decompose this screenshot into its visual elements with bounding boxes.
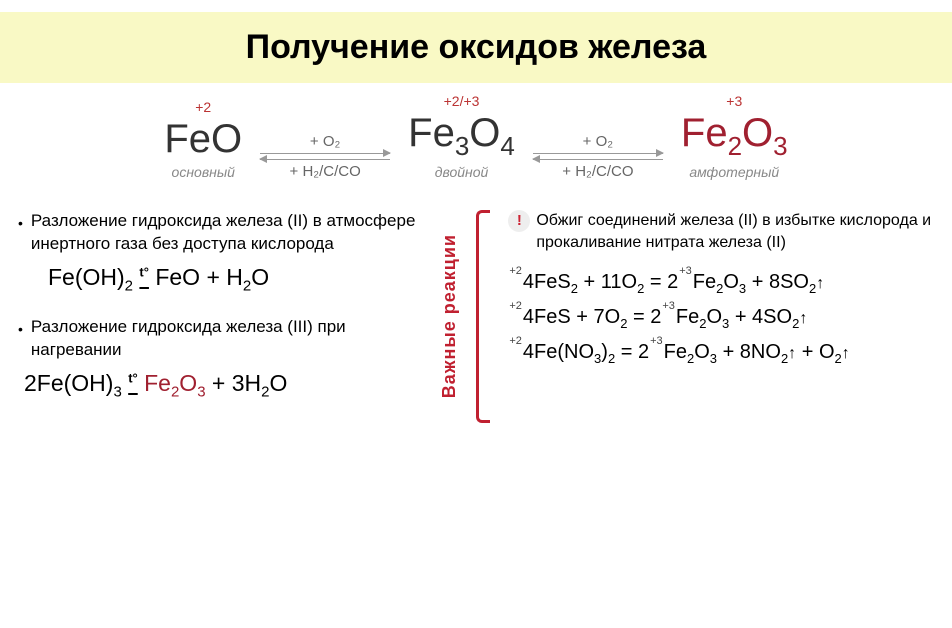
equation-1: Fe(OH)2 t° FeO + H2O — [48, 264, 423, 295]
arrows-2: + O₂ + H₂/C/CO — [523, 133, 673, 180]
reagent-forward: + O₂ — [583, 133, 613, 150]
reaction-2: +24FeS + 7O2 = 2+3Fe2O3 + 4SO2↑ — [508, 306, 934, 331]
bullet-icon: • — [18, 214, 23, 256]
lower-section: • Разложение гидроксида железа (II) в ат… — [0, 210, 952, 423]
arrow-left-icon — [533, 159, 663, 160]
left-column: • Разложение гидроксида железа (II) в ат… — [18, 210, 423, 423]
arrow-right-icon — [533, 153, 663, 154]
right-column: ! Обжиг соединений железа (II) в избытке… — [508, 210, 934, 423]
bullet-1: • Разложение гидроксида железа (II) в ат… — [18, 210, 423, 256]
reagent-back: + H₂/C/CO — [290, 163, 361, 180]
reagent-back: + H₂/C/CO — [562, 163, 633, 180]
reagent-forward: + O₂ — [310, 133, 340, 150]
bullet-2: • Разложение гидроксида железа (III) при… — [18, 316, 423, 362]
page-title: Получение оксидов железа — [0, 28, 952, 67]
bullet-icon: • — [18, 320, 23, 362]
formula: FeO — [164, 117, 242, 162]
arrow-right-icon — [260, 153, 390, 154]
oxidation-state: +2 — [195, 99, 211, 115]
oxidation-state: +3 — [726, 93, 742, 109]
oxide-scheme: +2 FeO основный + O₂ + H₂/C/CO +2/+3 Fe3… — [0, 111, 952, 180]
bullet-text: Разложение гидроксида железа (III) при н… — [31, 316, 423, 362]
arrow-left-icon — [260, 159, 390, 160]
intro-text: Обжиг соединений железа (II) в избытке к… — [536, 210, 934, 253]
vertical-label: Важные реакции — [439, 234, 460, 398]
arrows-1: + O₂ + H₂/C/CO — [250, 133, 400, 180]
title-band: Получение оксидов железа — [0, 12, 952, 83]
oxide-fe2o3: +3 Fe2O3 амфотерный — [681, 111, 788, 180]
bullet-text: Разложение гидроксида железа (II) в атмо… — [31, 210, 423, 256]
equation-2: 2Fe(OH)3 t° Fe2O3 + 3H2O — [24, 370, 423, 401]
oxide-type: амфотерный — [681, 164, 788, 180]
reaction-3: +24Fe(NO3)2 = 2+3Fe2O3 + 8NO2↑ + O2↑ — [508, 341, 934, 366]
formula: Fe3O4 — [408, 111, 515, 162]
exclamation-icon: ! — [508, 210, 530, 232]
oxide-feo: +2 FeO основный — [164, 117, 242, 180]
right-intro: ! Обжиг соединений железа (II) в избытке… — [508, 210, 934, 253]
bracket-icon — [476, 210, 490, 423]
formula: Fe2O3 — [681, 111, 788, 162]
oxide-type: двойной — [408, 164, 515, 180]
oxide-fe3o4: +2/+3 Fe3O4 двойной — [408, 111, 515, 180]
oxidation-state: +2/+3 — [444, 93, 480, 109]
reaction-1: +24FeS2 + 11O2 = 2+3Fe2O3 + 8SO2↑ — [508, 271, 934, 296]
oxide-type: основный — [164, 164, 242, 180]
